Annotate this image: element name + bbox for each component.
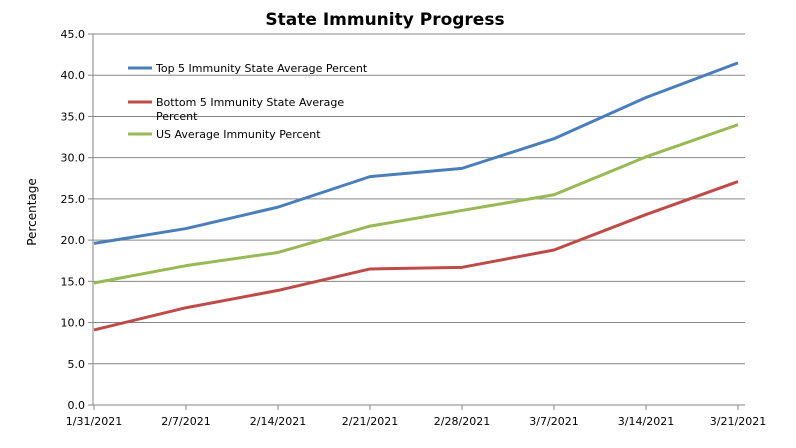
x-tick-label: 3/14/2021 xyxy=(618,415,674,428)
x-tick-label: 3/7/2021 xyxy=(529,415,578,428)
y-tick-label: 25.0 xyxy=(61,193,86,206)
y-axis-label: Percentage xyxy=(25,178,39,246)
legend-label: Top 5 Immunity State Average Percent xyxy=(155,62,368,75)
series-line xyxy=(93,61,739,245)
chart-title: State Immunity Progress xyxy=(265,10,504,30)
legend-label: Bottom 5 Immunity State Average Percent xyxy=(156,96,344,123)
x-tick-label: 3/21/2021 xyxy=(710,415,766,428)
legend-label: US Average Immunity Percent xyxy=(156,128,321,141)
y-tick-label: 20.0 xyxy=(61,234,86,247)
y-tick-label: 35.0 xyxy=(61,110,86,123)
y-tick-label: 10.0 xyxy=(61,317,86,330)
series-line xyxy=(93,123,739,285)
x-tick-label: 2/14/2021 xyxy=(250,415,306,428)
y-tick-label: 5.0 xyxy=(68,358,86,371)
series-line xyxy=(93,180,739,332)
x-tick-label: 2/28/2021 xyxy=(434,415,490,428)
y-tick-label: 45.0 xyxy=(61,28,86,41)
y-tick-label: 30.0 xyxy=(61,152,86,165)
x-tick-label: 2/21/2021 xyxy=(342,415,398,428)
y-tick-label: 0.0 xyxy=(68,399,86,412)
x-tick-label: 1/31/2021 xyxy=(66,415,122,428)
y-tick-label: 15.0 xyxy=(61,275,86,288)
y-tick-label: 40.0 xyxy=(61,69,86,82)
x-tick-label: 2/7/2021 xyxy=(161,415,210,428)
